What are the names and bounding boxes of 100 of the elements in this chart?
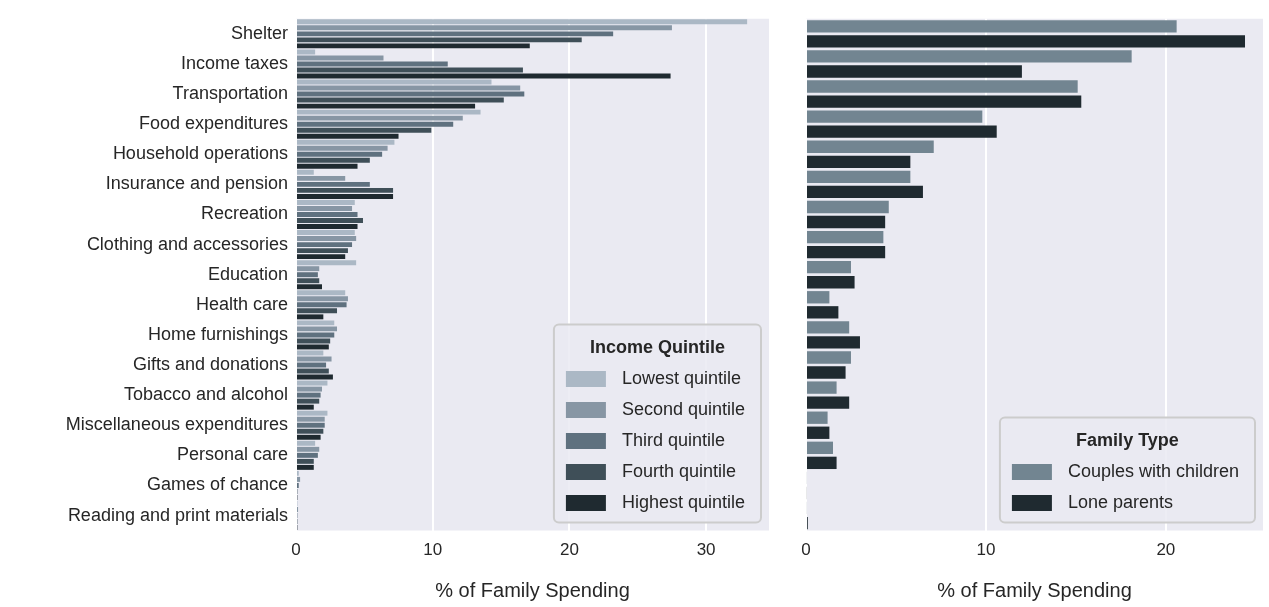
y-tick-label: Insurance and pension — [105, 173, 288, 194]
bar — [297, 181, 370, 187]
bar — [297, 97, 504, 103]
y-tick-label: Shelter — [230, 22, 288, 43]
bar — [297, 302, 347, 308]
bar — [807, 291, 830, 304]
bar — [297, 121, 454, 127]
bar — [297, 157, 370, 163]
x-axis-title: % of Family Spending — [937, 578, 1132, 601]
bar — [297, 398, 320, 404]
bar — [297, 296, 348, 302]
bar — [807, 381, 837, 394]
x-tick-label: 0 — [291, 540, 301, 560]
legend-label: Couples with children — [1067, 461, 1240, 482]
x-tick-label: 20 — [1156, 540, 1176, 560]
bar — [807, 125, 997, 138]
bar — [297, 308, 338, 314]
bar — [807, 321, 850, 334]
bar — [297, 187, 394, 193]
bar — [297, 133, 399, 139]
legend-title: Income Quintile — [589, 337, 725, 358]
x-tick-label: 30 — [696, 540, 716, 560]
bar — [297, 212, 358, 217]
bar — [297, 37, 582, 43]
bar — [807, 185, 923, 199]
bar — [297, 374, 333, 380]
bar — [807, 170, 911, 184]
bar — [297, 392, 321, 398]
bar — [807, 351, 851, 364]
bar — [297, 49, 316, 55]
bar — [807, 230, 884, 244]
bar — [297, 199, 355, 205]
bar — [297, 266, 320, 272]
bar — [297, 145, 388, 151]
bar — [297, 242, 353, 248]
bar — [297, 254, 346, 260]
bar — [297, 284, 322, 290]
y-tick-label: Transportation — [172, 83, 288, 104]
bar — [297, 368, 329, 374]
bar — [297, 446, 320, 452]
bar — [297, 19, 748, 25]
bar — [297, 55, 384, 61]
bar — [807, 441, 833, 454]
legend-title: Family Type — [1076, 430, 1179, 451]
y-tick-label: Tobacco and alcohol — [123, 384, 288, 405]
y-tick-label: Education — [207, 263, 288, 284]
y-tick-label: Gifts and donations — [132, 353, 288, 374]
bar — [297, 422, 325, 428]
legend-label: Third quintile — [621, 430, 725, 451]
y-tick-label: Personal care — [176, 444, 288, 465]
y-tick-label: Reading and print materials — [67, 504, 288, 525]
legend-label: Fourth quintile — [621, 461, 736, 482]
bar — [297, 103, 476, 109]
bar — [297, 218, 363, 223]
bar — [297, 290, 346, 296]
bar — [297, 452, 318, 458]
bar — [807, 456, 837, 470]
bar — [807, 245, 886, 259]
bar — [807, 396, 850, 409]
bar — [297, 224, 358, 229]
bar — [297, 320, 335, 326]
bar — [297, 416, 325, 422]
bar — [807, 155, 911, 168]
bar — [807, 50, 1132, 63]
bar — [807, 426, 830, 439]
y-tick-label: Miscellaneous expenditures — [65, 414, 288, 435]
legend-label: Lone parents — [1067, 492, 1174, 513]
bar — [297, 109, 481, 115]
bar — [297, 127, 432, 133]
bar — [807, 200, 889, 214]
bar — [297, 380, 328, 386]
bar — [807, 336, 860, 349]
bar — [297, 85, 521, 91]
bar — [807, 65, 1022, 78]
bar — [297, 428, 324, 434]
bar — [297, 91, 525, 97]
legend-label: Second quintile — [621, 399, 745, 420]
bar — [297, 248, 348, 254]
bar — [297, 404, 314, 410]
bar — [297, 169, 314, 175]
bar — [297, 236, 357, 242]
x-tick-label: 10 — [976, 540, 996, 560]
bar — [807, 215, 886, 229]
bar — [297, 476, 301, 482]
bar — [807, 95, 1082, 108]
y-tick-label: Food expenditures — [138, 113, 288, 134]
bar — [297, 434, 321, 440]
bar — [297, 139, 395, 145]
bar — [297, 151, 383, 157]
x-tick-label: 20 — [559, 540, 579, 560]
legend-label: Highest quintile — [621, 492, 745, 513]
y-tick-label: Clothing and accessories — [86, 233, 288, 254]
bar — [297, 206, 353, 211]
bar — [297, 230, 355, 236]
y-tick-label: Games of chance — [146, 474, 288, 495]
bar — [297, 314, 324, 320]
y-tick-label: Home furnishings — [147, 323, 288, 344]
bar — [297, 440, 316, 446]
bar — [807, 80, 1078, 93]
bar — [297, 43, 530, 49]
